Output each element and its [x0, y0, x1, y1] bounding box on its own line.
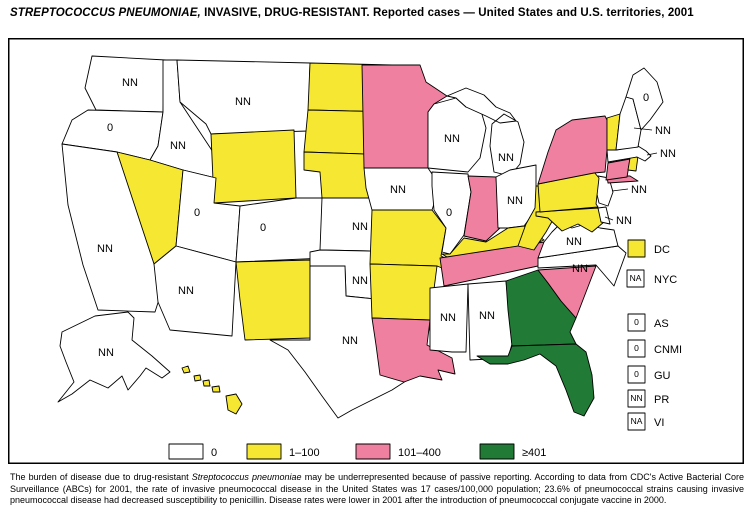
legend-label-101-400: 101–400 — [398, 447, 441, 459]
side-legend-box-value-vi: NA — [631, 416, 643, 426]
legend-label-1-100: 1–100 — [289, 447, 320, 459]
footnote-part1: The burden of disease due to drug-resist… — [10, 472, 192, 482]
state-mi — [446, 87, 525, 177]
title-rest-part: INVASIVE, DRUG-RESISTANT. Reported cases… — [200, 7, 694, 19]
state-label-me: 0 — [643, 92, 649, 104]
leader-line-nj — [611, 188, 629, 192]
side-legend-box-value-nyc: NA — [630, 273, 642, 283]
state-ak — [57, 311, 171, 403]
state-fl — [476, 343, 595, 417]
state-label-ks: NN — [352, 221, 368, 233]
side-legend-box-value-pr: NN — [630, 393, 642, 403]
state-label-ak: NN — [98, 347, 114, 359]
state-label-nh: NN — [655, 125, 671, 137]
side-legend-label-dc: DC — [654, 244, 670, 256]
side-legend-box-as — [627, 313, 646, 332]
figure-title: STREPTOCOCCUS PNEUMONIAE, INVASIVE, DRUG… — [10, 7, 746, 19]
side-legend-box-nyc — [626, 269, 645, 288]
state-label-nc: NN — [572, 263, 588, 275]
state-label-nj: NN — [631, 184, 647, 196]
state-label-az: NN — [178, 285, 194, 297]
figure-footnote: The burden of disease due to drug-resist… — [10, 472, 744, 507]
state-label-ia: NN — [390, 184, 406, 196]
state-label-mi: NN — [498, 152, 514, 164]
footnote-part2: may be underrepresented because of passi… — [10, 472, 745, 506]
us-map-svg: NN 0 NN NN NN 0 0 NN NN NN NN NN 0 NN NN… — [8, 38, 744, 464]
state-label-wi: NN — [444, 133, 460, 145]
state-ca — [61, 143, 163, 313]
side-legend-label-cnmi: CNMI — [654, 344, 682, 356]
side-legend-label-gu: GU — [654, 370, 671, 382]
legend-label-0: 0 — [211, 447, 217, 459]
state-nm — [235, 259, 311, 341]
legend-label-401: ≥401 — [522, 447, 546, 459]
state-label-ca: NN — [97, 243, 113, 255]
side-legend-label-pr: PR — [654, 394, 669, 406]
leader-line-ma — [646, 152, 658, 156]
state-label-co: 0 — [260, 222, 266, 234]
state-label-de: NN — [616, 215, 632, 227]
state-wy — [210, 129, 297, 204]
side-legend-box-cnmi — [627, 339, 646, 358]
state-label-ut: 0 — [194, 207, 200, 219]
side-legend-label-vi: VI — [654, 417, 664, 429]
map-panel: NN 0 NN NN NN 0 0 NN NN NN NN NN 0 NN NN… — [8, 38, 744, 464]
side-legend-box-value-gu: 0 — [634, 369, 639, 379]
state-label-il: 0 — [446, 207, 452, 219]
state-de — [597, 206, 611, 225]
state-label-or: 0 — [107, 122, 113, 134]
side-legend-box-value-as: 0 — [634, 317, 639, 327]
state-in — [463, 175, 501, 242]
state-ms — [429, 283, 469, 353]
state-me — [625, 67, 664, 131]
state-label-al: NN — [479, 310, 495, 322]
state-label-va: NN — [566, 236, 582, 248]
side-legend-box-value-cnmi: 0 — [634, 343, 639, 353]
state-label-id: NN — [170, 140, 186, 152]
footnote-italic: Streptococcus pneumoniae — [191, 472, 302, 482]
side-legend-box-dc — [627, 239, 646, 258]
legend-swatch-101-400 — [355, 443, 391, 460]
state-label-mt: NN — [235, 96, 251, 108]
state-label-tx: NN — [342, 335, 358, 347]
legend-swatch-401 — [479, 443, 515, 460]
state-la — [371, 317, 456, 383]
legend-swatch-0 — [168, 443, 204, 460]
side-legend-box-pr — [627, 389, 646, 408]
side-legend-box-gu — [627, 365, 646, 384]
state-label-ma: NN — [660, 148, 676, 160]
legend-swatch-1-100 — [246, 443, 282, 460]
leader-line-nh — [633, 127, 653, 131]
state-ct — [605, 158, 631, 181]
state-sc — [537, 265, 597, 319]
state-ar — [369, 263, 438, 321]
state-va — [537, 223, 619, 259]
side-legend-label-nyc: NYC — [654, 274, 677, 286]
side-legend-box-vi — [627, 412, 646, 431]
state-label-ms: NN — [440, 312, 456, 324]
state-label-oh: NN — [507, 195, 523, 207]
state-hi — [181, 365, 243, 415]
state-az — [153, 245, 237, 337]
leader-line-de — [604, 216, 614, 221]
state-label-ok: NN — [352, 275, 368, 287]
title-italic-part: STREPTOCOCCUS PNEUMONIAE, — [10, 7, 201, 19]
state-label-wa: NN — [122, 77, 138, 89]
side-legend-label-as: AS — [654, 318, 669, 330]
map-border — [8, 38, 744, 464]
